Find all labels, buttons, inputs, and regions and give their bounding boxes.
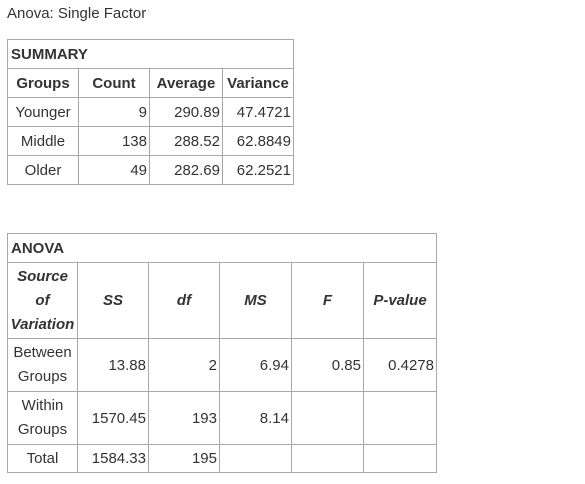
table-row: Total 1584.33 195 — [7, 444, 437, 473]
anova-table: ANOVA Source of Variation SS df MS F P-v… — [7, 233, 437, 473]
header-groups: Groups — [7, 68, 79, 98]
source-label-line: Within — [21, 397, 64, 414]
group-average: 288.52 — [149, 126, 223, 156]
source-label-line: Groups — [17, 368, 68, 385]
source-label: Between Groups — [7, 338, 78, 392]
df-value: 195 — [148, 444, 220, 473]
anova-header-row: Source of Variation SS df MS F P-value — [7, 262, 437, 339]
group-average: 290.89 — [149, 97, 223, 127]
summary-table: SUMMARY Groups Count Average Variance Yo… — [7, 39, 294, 185]
p-value — [363, 391, 437, 445]
source-label-line: Between — [13, 344, 72, 361]
group-name: Middle — [7, 126, 79, 156]
f-value: 0.85 — [291, 338, 364, 392]
header-df: df — [148, 262, 220, 339]
group-count: 138 — [78, 126, 150, 156]
p-value: 0.4278 — [363, 338, 437, 392]
source-label: Within Groups — [7, 391, 78, 445]
header-f: F — [291, 262, 364, 339]
group-variance: 62.2521 — [222, 155, 294, 185]
ms-value: 8.14 — [219, 391, 292, 445]
group-count: 9 — [78, 97, 150, 127]
f-value — [291, 444, 364, 473]
header-count: Count — [78, 68, 150, 98]
p-value — [363, 444, 437, 473]
header-source-line: Source — [17, 267, 68, 285]
anova-caption: ANOVA — [7, 233, 437, 263]
header-ss: SS — [77, 262, 149, 339]
df-value: 2 — [148, 338, 220, 392]
summary-header-row: Groups Count Average Variance — [7, 68, 294, 98]
source-label: Total — [7, 444, 78, 473]
group-variance: 62.8849 — [222, 126, 294, 156]
header-average: Average — [149, 68, 223, 98]
group-average: 282.69 — [149, 155, 223, 185]
table-row: Middle 138 288.52 62.8849 — [7, 126, 294, 156]
header-source-of-variation: Source of Variation — [7, 262, 78, 339]
ms-value — [219, 444, 292, 473]
group-name: Younger — [7, 97, 79, 127]
df-value: 193 — [148, 391, 220, 445]
anova-caption-row: ANOVA — [7, 233, 437, 263]
header-ms: MS — [219, 262, 292, 339]
page-title: Anova: Single Factor — [7, 5, 147, 22]
ms-value: 6.94 — [219, 338, 292, 392]
header-source-line: of — [35, 291, 50, 309]
header-variance: Variance — [222, 68, 294, 98]
ss-value: 13.88 — [77, 338, 149, 392]
group-name: Older — [7, 155, 79, 185]
ss-value: 1570.45 — [77, 391, 149, 445]
f-value — [291, 391, 364, 445]
header-source-line: Variation — [10, 315, 75, 333]
source-label-line: Groups — [17, 421, 68, 438]
summary-caption-row: SUMMARY — [7, 39, 294, 69]
table-row: Younger 9 290.89 47.4721 — [7, 97, 294, 127]
table-row: Within Groups 1570.45 193 8.14 — [7, 391, 437, 445]
header-p-value: P-value — [363, 262, 437, 339]
summary-caption: SUMMARY — [7, 39, 294, 69]
ss-value: 1584.33 — [77, 444, 149, 473]
group-variance: 47.4721 — [222, 97, 294, 127]
group-count: 49 — [78, 155, 150, 185]
table-row: Between Groups 13.88 2 6.94 0.85 0.4278 — [7, 338, 437, 392]
table-row: Older 49 282.69 62.2521 — [7, 155, 294, 185]
